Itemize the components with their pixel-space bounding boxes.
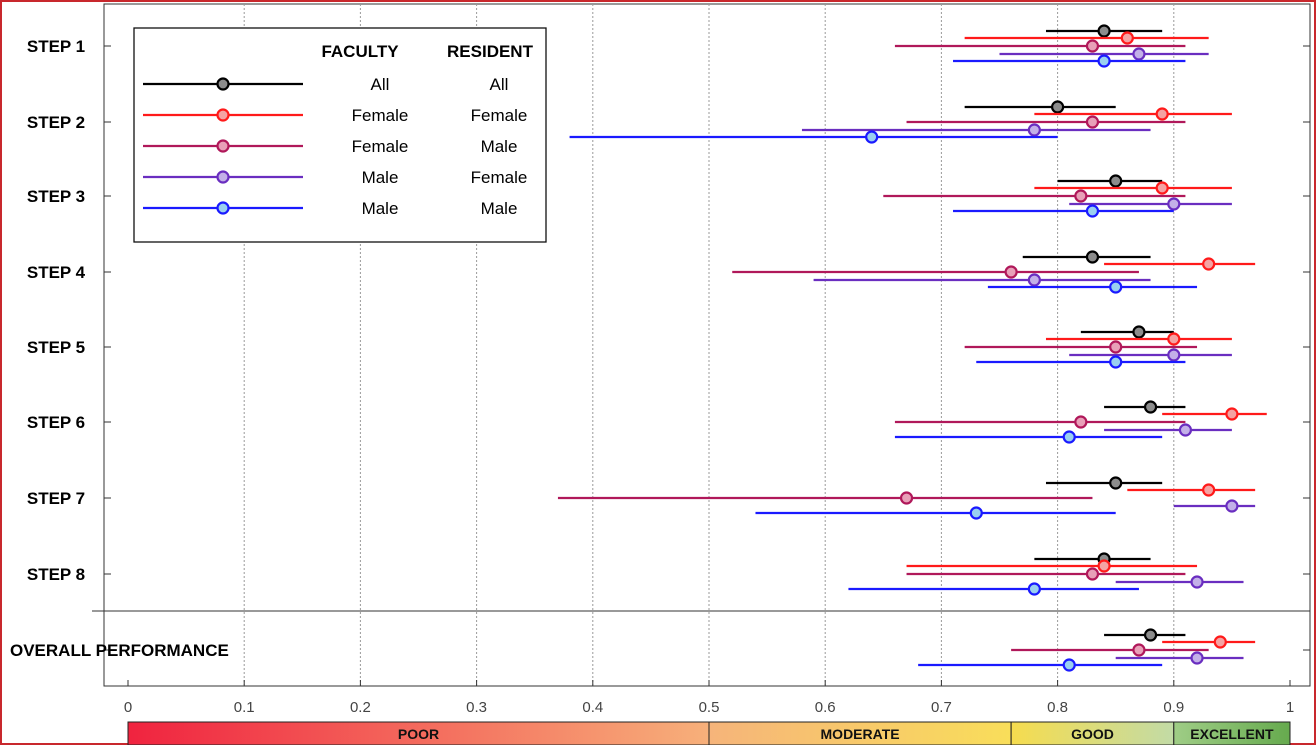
row-label: STEP 8 <box>27 565 85 584</box>
x-tick-label-0.8: 0.8 <box>1047 699 1068 716</box>
x-tick-label-0.3: 0.3 <box>466 699 487 716</box>
band-label: EXCELLENT <box>1190 726 1274 742</box>
mean-marker <box>1109 340 1123 354</box>
mean-marker <box>1109 476 1123 490</box>
mean-marker <box>1132 47 1146 61</box>
series-1 <box>906 31 1267 649</box>
x-tick-label-0.4: 0.4 <box>582 699 603 716</box>
legend-marker <box>216 108 230 122</box>
mean-marker <box>1027 582 1041 596</box>
mean-marker <box>1074 415 1088 429</box>
mean-marker <box>1109 174 1123 188</box>
mean-marker <box>1213 635 1227 649</box>
mean-marker <box>1167 332 1181 346</box>
mean-marker <box>865 130 879 144</box>
mean-marker <box>1155 107 1169 121</box>
legend-resident: All <box>490 75 509 94</box>
mean-marker <box>1097 54 1111 68</box>
mean-marker <box>899 491 914 505</box>
mean-marker <box>1004 265 1018 279</box>
x-tick-label-0.7: 0.7 <box>931 699 952 716</box>
legend-faculty: All <box>371 75 390 94</box>
legend-faculty: Female <box>352 137 409 156</box>
legend-resident: Female <box>471 106 528 125</box>
x-tick-label-0: 0 <box>124 699 132 716</box>
mean-marker <box>1225 499 1239 513</box>
series-3 <box>801 47 1256 665</box>
mean-marker <box>1225 407 1239 421</box>
plot-area <box>103 3 1311 687</box>
legend: FACULTY RESIDENT All All Female Female Female M… <box>133 27 547 243</box>
mean-marker <box>1085 204 1100 218</box>
series-4 <box>569 54 1198 672</box>
band-label: MODERATE <box>821 726 900 742</box>
mean-marker <box>1050 100 1065 114</box>
legend-resident: Male <box>481 137 518 156</box>
row-label: STEP 2 <box>27 113 85 132</box>
x-tick-label-0.5: 0.5 <box>699 699 720 716</box>
row-label: STEP 7 <box>27 489 85 508</box>
mean-marker <box>1143 400 1158 414</box>
mean-marker <box>1143 628 1158 642</box>
legend-faculty: Male <box>362 168 399 187</box>
legend-marker <box>216 170 230 184</box>
mean-marker <box>1178 423 1193 437</box>
row-label: STEP 4 <box>27 263 86 282</box>
band-excellent <box>1173 721 1291 745</box>
mean-marker <box>1109 355 1123 369</box>
mean-marker <box>969 506 983 520</box>
legend-header: RESIDENT <box>447 42 534 61</box>
mean-marker <box>1027 273 1041 287</box>
mean-marker <box>1085 115 1100 129</box>
mean-marker <box>1167 197 1181 211</box>
mean-marker <box>1085 250 1100 264</box>
legend-resident: Female <box>471 168 528 187</box>
mean-marker <box>1062 430 1076 444</box>
row-label: STEP 6 <box>27 413 85 432</box>
row-label: STEP 5 <box>27 338 85 357</box>
mean-marker <box>1167 348 1181 362</box>
mean-marker <box>1062 658 1076 672</box>
mean-marker <box>1132 643 1146 657</box>
mean-marker <box>1085 39 1100 53</box>
mean-marker <box>1155 181 1169 195</box>
x-tick-label-1: 1 <box>1286 699 1294 716</box>
mean-marker <box>1085 567 1100 581</box>
row-label: STEP 3 <box>27 187 85 206</box>
band-label: GOOD <box>1071 726 1114 742</box>
row-label: OVERALL PERFORMANCE <box>10 641 229 660</box>
x-tick-label-0.9: 0.9 <box>1163 699 1184 716</box>
x-tick-label-0.2: 0.2 <box>350 699 371 716</box>
legend-marker <box>216 139 230 153</box>
series-2 <box>557 39 1209 657</box>
legend-marker <box>216 77 230 91</box>
mean-marker <box>1120 31 1134 45</box>
x-tick-label-0.6: 0.6 <box>815 699 836 716</box>
mean-marker <box>1190 575 1204 589</box>
x-tick-label-0.1: 0.1 <box>234 699 255 716</box>
band-label: POOR <box>398 726 439 742</box>
mean-marker <box>1109 280 1123 294</box>
legend-faculty: Male <box>362 199 399 218</box>
mean-marker <box>1190 651 1204 665</box>
legend-box <box>133 27 547 243</box>
series-0 <box>964 24 1186 642</box>
legend-marker <box>216 201 230 215</box>
mean-marker <box>1097 559 1111 573</box>
mean-marker <box>1202 483 1216 497</box>
mean-marker <box>1027 123 1041 137</box>
legend-resident: Male <box>481 199 518 218</box>
mean-marker <box>1074 189 1088 203</box>
mean-marker <box>1097 24 1111 38</box>
legend-faculty: Female <box>352 106 409 125</box>
row-label: STEP 1 <box>27 37 85 56</box>
mean-marker <box>1132 325 1146 339</box>
legend-header: FACULTY <box>321 42 399 61</box>
mean-marker <box>1202 257 1216 271</box>
